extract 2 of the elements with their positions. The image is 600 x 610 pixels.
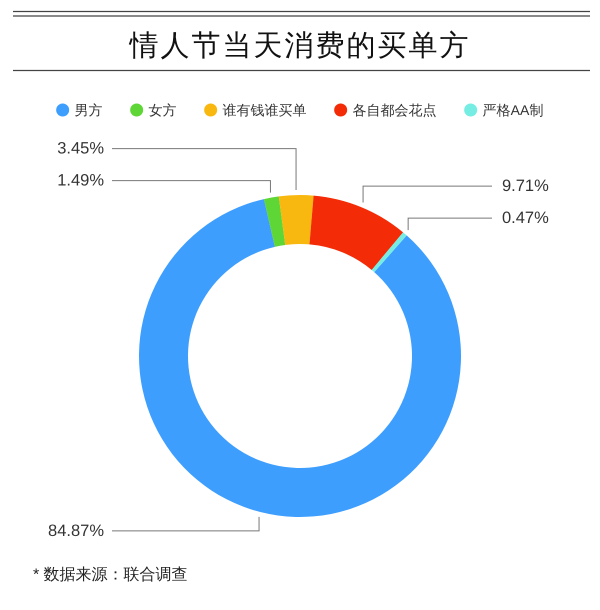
title: 情人节当天消费的买单方 bbox=[130, 30, 470, 62]
annotation: * 数据来源：联合调查 bbox=[33, 566, 188, 584]
